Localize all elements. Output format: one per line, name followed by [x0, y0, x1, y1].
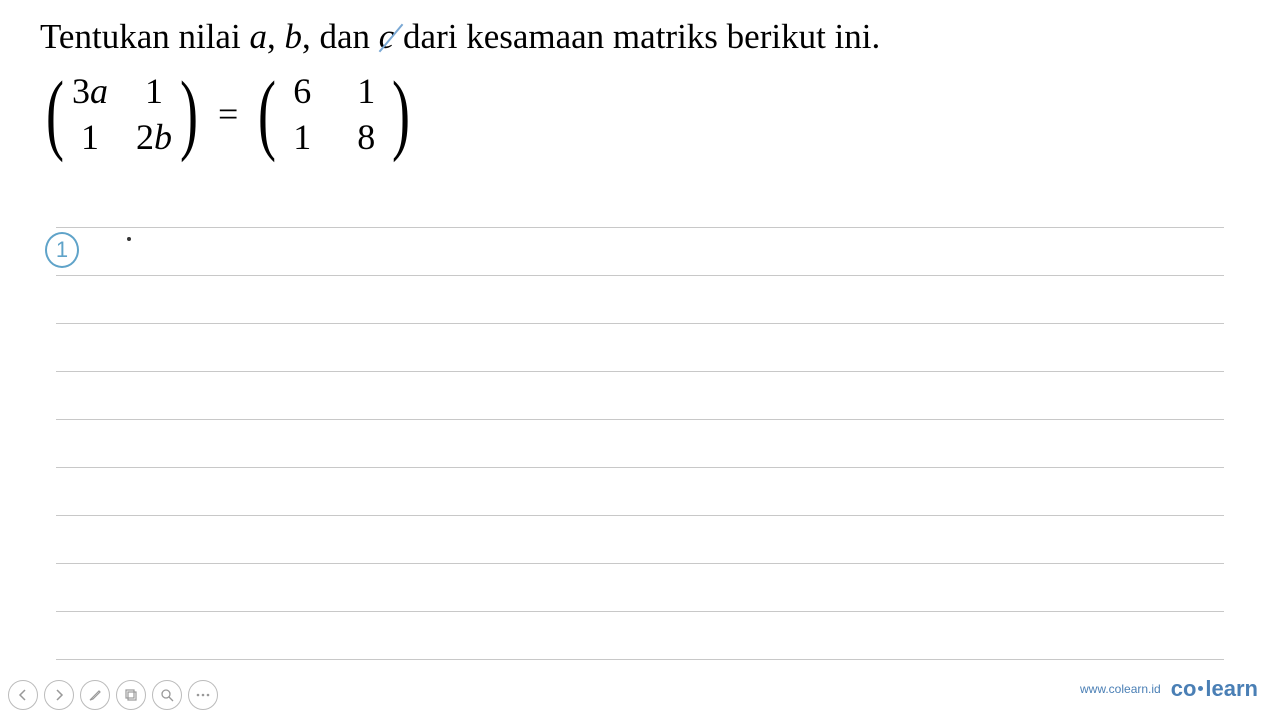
cell-1a: 1: [136, 73, 172, 109]
right-matrix-row1: 6 1: [284, 73, 384, 109]
left-paren-open: (: [46, 76, 64, 153]
pen-button[interactable]: [80, 680, 110, 710]
rule-line: [56, 659, 1224, 660]
cell-8: 8: [348, 119, 384, 155]
next-button[interactable]: [44, 680, 74, 710]
logo-dot-icon: [1198, 686, 1203, 691]
question-prefix: Tentukan nilai: [40, 17, 249, 56]
question-text: Tentukan nilai a, b, dan c dari kesamaan…: [40, 12, 1240, 61]
right-matrix-row2: 1 8: [284, 119, 384, 155]
right-paren-close: ): [392, 76, 410, 153]
var-a: a: [249, 17, 267, 56]
cell-1b: 1: [72, 119, 108, 155]
logo-right: learn: [1205, 676, 1258, 701]
equals-sign: =: [218, 96, 238, 132]
rule-line: [56, 419, 1224, 420]
rule-line: [56, 611, 1224, 612]
annotation-circle-label: 1: [56, 237, 68, 263]
rule-line: [56, 371, 1224, 372]
matrix-equation: ( 3a 1 1 2b ) = ( 6 1: [40, 73, 1240, 155]
var-b: b: [284, 17, 302, 56]
more-button[interactable]: [188, 680, 218, 710]
left-matrix: ( 3a 1 1 2b ): [40, 73, 204, 155]
prev-button[interactable]: [8, 680, 38, 710]
footer-logo: colearn: [1171, 676, 1258, 702]
left-matrix-body: 3a 1 1 2b: [72, 73, 172, 155]
rule-line: [56, 227, 1224, 228]
prev-icon: [18, 689, 28, 701]
cell-1d: 1: [284, 119, 320, 155]
right-paren-open: (: [258, 76, 276, 153]
next-icon: [54, 689, 64, 701]
sep2: , dan: [302, 17, 379, 56]
rule-line: [56, 467, 1224, 468]
cell-3a: 3a: [72, 73, 108, 109]
cell-2b: 2b: [136, 119, 172, 155]
pen-icon: [88, 688, 102, 702]
cell-1c: 1: [348, 73, 384, 109]
bottom-toolbar: [8, 680, 218, 710]
zoom-button[interactable]: [152, 680, 182, 710]
rule-line: [56, 275, 1224, 276]
var-c-strikethrough: c: [379, 12, 395, 61]
copy-button[interactable]: [116, 680, 146, 710]
annotation-circle-1: 1: [45, 232, 79, 268]
cell-6: 6: [284, 73, 320, 109]
left-paren-close: ): [180, 76, 198, 153]
left-matrix-row1: 3a 1: [72, 73, 172, 109]
footer: www.colearn.id colearn: [1080, 676, 1258, 702]
rule-line: [56, 563, 1224, 564]
rule-line: [56, 515, 1224, 516]
more-icon: [195, 692, 211, 698]
left-matrix-row2: 1 2b: [72, 119, 172, 155]
annotation-dot: [127, 237, 131, 241]
logo-left: co: [1171, 676, 1197, 701]
content-area: Tentukan nilai a, b, dan c dari kesamaan…: [0, 0, 1280, 155]
copy-icon: [124, 688, 138, 702]
footer-url: www.colearn.id: [1080, 682, 1161, 696]
right-matrix-body: 6 1 1 8: [284, 73, 384, 155]
question-suffix: dari kesamaan matriks berikut ini.: [394, 17, 880, 56]
zoom-icon: [160, 688, 174, 702]
rule-line: [56, 323, 1224, 324]
sep1: ,: [267, 17, 285, 56]
right-matrix: ( 6 1 1 8 ): [252, 73, 416, 155]
